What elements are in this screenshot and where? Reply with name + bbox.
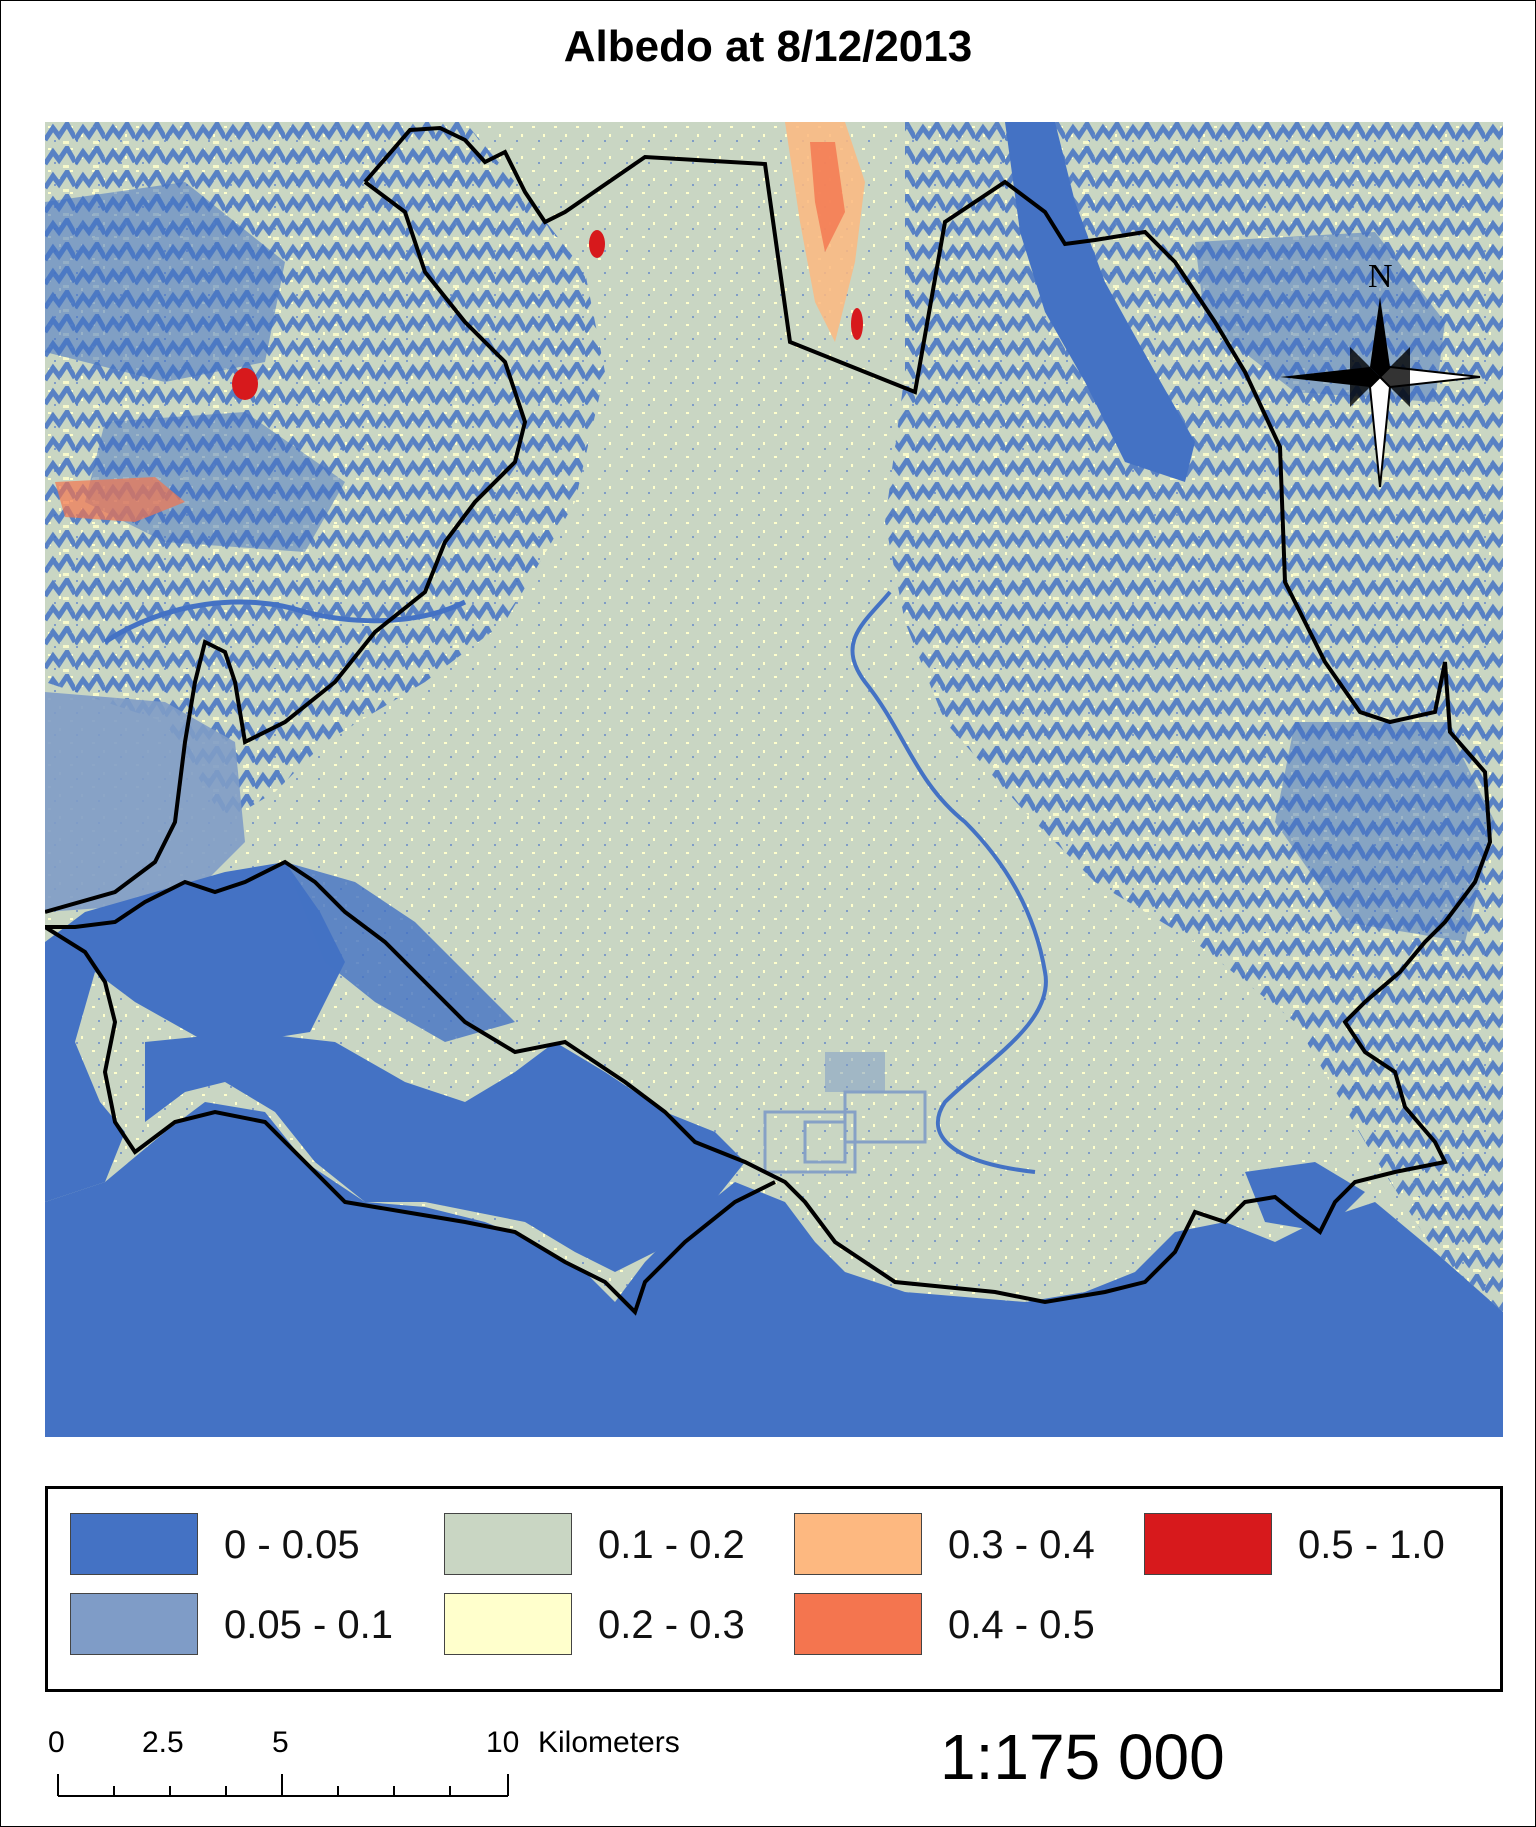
legend-swatch <box>794 1513 922 1575</box>
legend-swatch <box>70 1593 198 1655</box>
legend-swatch <box>444 1513 572 1575</box>
study-area-boundary <box>45 125 1493 1316</box>
legend-swatch <box>794 1593 922 1655</box>
north-label: N <box>1368 258 1393 295</box>
scale-tick-label: 0 <box>48 1726 65 1759</box>
salt-pans <box>763 1052 927 1174</box>
scale-tick-label: 5 <box>272 1726 289 1759</box>
scale-tick-label: 10 <box>486 1726 519 1759</box>
scale-bar: 0 2.5 5 10 Kilometers <box>40 1720 760 1820</box>
legend-swatch <box>444 1593 572 1655</box>
lagoon-central <box>145 1032 745 1272</box>
legend-label: 0 - 0.05 <box>224 1523 360 1567</box>
legend-swatch <box>70 1513 198 1575</box>
scale-tick-label: 2.5 <box>142 1726 184 1759</box>
river <box>850 590 1048 1174</box>
albedo-map: N <box>45 122 1503 1437</box>
reservoir <box>1005 122 1195 482</box>
north-arrow: N <box>1280 258 1481 488</box>
legend-label: 0.05 - 0.1 <box>224 1603 394 1647</box>
legend-label: 0.1 - 0.2 <box>598 1523 745 1567</box>
legend: 0 - 0.05 0.05 - 0.1 0.1 - 0.2 0.2 - 0.3 … <box>45 1486 1503 1692</box>
scale-ratio: 1:175 000 <box>940 1721 1225 1793</box>
map-title: Albedo at 8/12/2013 <box>563 22 973 71</box>
northeast-mountains <box>885 122 1503 1312</box>
legend-label: 0.3 - 0.4 <box>948 1523 1095 1567</box>
legend-swatch <box>1144 1513 1272 1575</box>
lagoon-west <box>45 862 345 1202</box>
legend-label: 0.4 - 0.5 <box>948 1603 1095 1647</box>
scale-unit: Kilometers <box>538 1726 680 1759</box>
sea <box>45 1102 1503 1437</box>
legend-label: 0.2 - 0.3 <box>598 1603 745 1647</box>
legend-label: 0.5 - 1.0 <box>1298 1523 1445 1567</box>
